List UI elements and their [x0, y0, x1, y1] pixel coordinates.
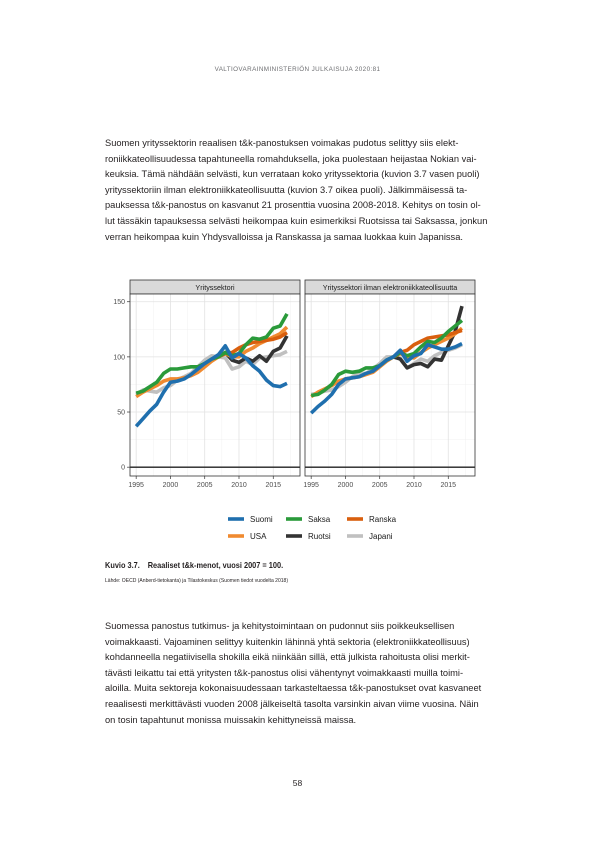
legend-label: Ruotsi — [308, 532, 331, 541]
text-line: Suomessa panostus tutkimus- ja kehitysto… — [105, 621, 455, 631]
legend-label: USA — [250, 532, 267, 541]
x-tick-label: 2000 — [338, 482, 354, 489]
legend-label: Saksa — [308, 515, 331, 524]
x-tick-label: 2015 — [440, 482, 456, 489]
text-line: reaalisesti merkittävästi vuoden 2008 jä… — [105, 698, 479, 709]
text-line: keuksia. Tämä nähdään selvästi, kun verr… — [105, 169, 480, 180]
text-line: lut tässäkin tapauksessa selvästi heikom… — [105, 215, 488, 226]
legend-label: Suomi — [250, 515, 273, 524]
text-line: aloilla. Muita sektoreja kokonaisuudessa… — [105, 683, 482, 694]
paragraph-2: Suomessa panostus tutkimus- ja kehitysto… — [105, 619, 497, 728]
x-tick-label: 2010 — [231, 482, 247, 489]
x-tick-label: 2005 — [372, 482, 388, 489]
text-line: voimakkaasti. Vajoaminen selittyy kuiten… — [105, 636, 470, 647]
figure-number: Kuvio 3.7. — [105, 560, 140, 570]
x-tick-label: 2010 — [406, 482, 422, 489]
series-line-ranska — [392, 328, 463, 359]
running-header: VALTIOVARAINMINISTERIÖN JULKAISUJA 2020:… — [214, 66, 381, 73]
text-line: tävästi leikattu tai että yritysten t&k-… — [105, 667, 464, 678]
panel-border — [129, 293, 301, 477]
figure-caption: Kuvio 3.7. Reaaliset t&k-menot, vuosi 200… — [105, 560, 283, 570]
panel-title: Yrityssektori — [195, 283, 235, 292]
text-line: pauksessa t&k-panostus on kasvanut 21 pr… — [105, 200, 481, 211]
series-line-suomi — [309, 342, 463, 415]
text-line: yrityssektoriin ilman elektroniikkateoll… — [105, 184, 468, 195]
y-tick-label: 50 — [117, 410, 125, 417]
x-tick-label: 2005 — [197, 482, 213, 489]
x-tick-label: 1995 — [303, 482, 319, 489]
x-tick-label: 2000 — [163, 482, 179, 489]
chart-legend: Suomi Saksa Ranska USA Ruotsi Japani — [228, 515, 397, 541]
text-line: kohdanneella negatiivisella shokilla eik… — [105, 652, 470, 663]
y-tick-label: 150 — [113, 299, 125, 306]
page-number: 58 — [292, 778, 303, 788]
x-tick-label: 2015 — [265, 482, 281, 489]
legend-label: Ranska — [369, 515, 397, 524]
figure-source: Lähde: OECD (Anberd-tietokanta) ja Tilas… — [105, 578, 289, 584]
text-line: verran heikompaa kuin Yhdysvalloissa ja … — [105, 231, 463, 242]
series-line-suomi — [134, 344, 288, 428]
paragraph-1: Suomen yrityssektorin reaalisen t&k-pano… — [105, 136, 497, 245]
panel-border — [304, 293, 476, 477]
chart-panel: Yrityssektori 0 50 100 150 1995 2000 2005 2010 20… — [113, 279, 301, 489]
rd-spending-chart: Yrityssektori 0 50 100 150 1995 2000 2005 2010 20… — [113, 279, 476, 541]
chart-panel: Yrityssektori ilman elektroniikkateollis… — [303, 279, 476, 489]
text-line: on tosin tapahtunut monissa muissakin ke… — [105, 714, 357, 725]
series-line-ruotsi — [392, 305, 464, 370]
figure-title: Reaaliset t&k-menot, vuosi 2007 = 100. — [147, 560, 284, 570]
x-tick-label: 1995 — [128, 482, 144, 489]
text-line: Suomen yrityssektorin reaalisen t&k-pano… — [105, 138, 459, 148]
y-tick-label: 100 — [113, 354, 125, 361]
legend-label: Japani — [369, 532, 393, 541]
text-line: roniikkateollisuudessa tapahtuneella rom… — [105, 153, 477, 164]
panel-title: Yrityssektori ilman elektroniikkateollis… — [323, 283, 458, 292]
y-tick-label: 0 — [121, 465, 125, 472]
